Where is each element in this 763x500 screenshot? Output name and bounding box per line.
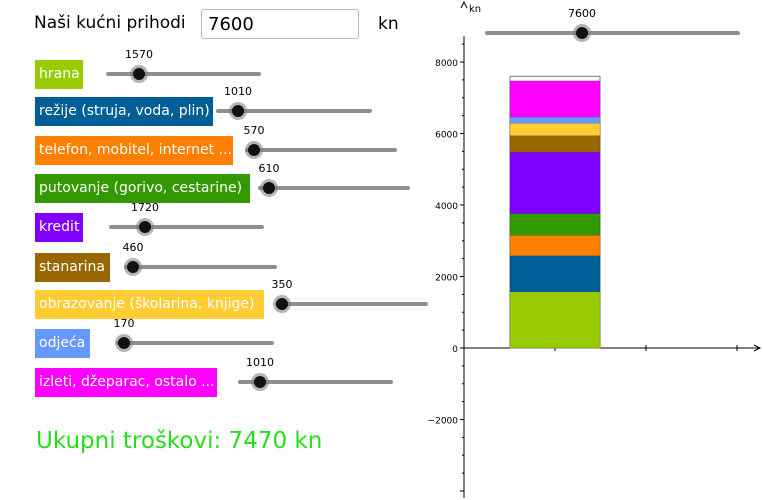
bar-segment	[509, 80, 601, 118]
category-slider-track[interactable]	[116, 341, 274, 345]
x-axis-arrow	[753, 344, 762, 352]
category-slider-handle[interactable]	[127, 261, 139, 273]
income-input[interactable]	[201, 9, 359, 39]
category-slider-handle[interactable]	[133, 68, 145, 80]
category-slider-value: 460	[122, 241, 144, 254]
category-label: izleti, džeparac, ostalo ...	[35, 368, 217, 397]
category-slider-track[interactable]	[275, 302, 428, 306]
y-axis-label: kn	[469, 4, 481, 15]
category-slider-handle[interactable]	[118, 337, 130, 349]
category-slider-handle[interactable]	[139, 221, 151, 233]
category-slider-track[interactable]	[258, 186, 410, 190]
category-slider-value: 1010	[246, 356, 274, 369]
bar-segment	[509, 116, 601, 124]
category-label: odjeća	[35, 329, 90, 358]
y-axis-arrow	[460, 0, 468, 9]
category-label: putovanje (gorivo, cestarine)	[35, 174, 250, 203]
category-label: hrana	[35, 60, 83, 89]
category-slider-value: 610	[258, 162, 280, 175]
category-slider-handle[interactable]	[254, 376, 266, 388]
category-slider-handle[interactable]	[263, 182, 275, 194]
category-slider-value: 570	[243, 124, 265, 137]
category-slider-track[interactable]	[245, 148, 397, 152]
y-tick-label: 0	[452, 345, 458, 355]
category-slider-track[interactable]	[124, 265, 277, 269]
category-slider-handle[interactable]	[276, 298, 288, 310]
bar-segment	[509, 235, 601, 257]
income-slider-handle[interactable]	[576, 27, 588, 39]
category-slider-track[interactable]	[238, 380, 393, 384]
income-slider-value: 7600	[568, 7, 596, 20]
total-expenses: Ukupni troškovi: 7470 kn	[36, 428, 323, 454]
category-label: telefon, mobitel, internet ...	[35, 136, 233, 165]
y-tick-label: 8000	[435, 59, 458, 69]
y-tick-label: 2000	[435, 274, 458, 284]
page-title: Naši kućni prihodi	[34, 13, 186, 33]
category-slider-value: 1570	[125, 48, 153, 61]
bar-segment	[509, 213, 601, 236]
category-slider-handle[interactable]	[248, 144, 260, 156]
y-tick-label: 4000	[435, 202, 458, 212]
y-tick-label: 6000	[435, 131, 458, 141]
category-label: obrazovanje (školarina, knjige)	[35, 290, 264, 319]
bar-segment	[509, 122, 601, 136]
income-unit-label: kn	[378, 14, 399, 34]
category-label: kredit	[35, 213, 83, 242]
bar-segment	[509, 151, 601, 214]
category-slider-value: 1720	[131, 201, 159, 214]
category-label: režije (struja, voda, plin)	[35, 97, 213, 126]
category-slider-value: 350	[271, 278, 293, 291]
bar-segment	[509, 291, 601, 349]
category-slider-track[interactable]	[106, 72, 261, 76]
category-slider-value: 170	[113, 317, 135, 330]
category-slider-value: 1010	[224, 85, 252, 98]
category-slider-handle[interactable]	[232, 105, 244, 117]
category-slider-track[interactable]	[109, 225, 264, 229]
bar-segment	[509, 135, 601, 153]
category-slider-track[interactable]	[216, 109, 372, 113]
bar-segment	[509, 255, 601, 293]
y-tick-label: −2000	[428, 417, 459, 427]
category-label: stanarina	[35, 253, 110, 282]
